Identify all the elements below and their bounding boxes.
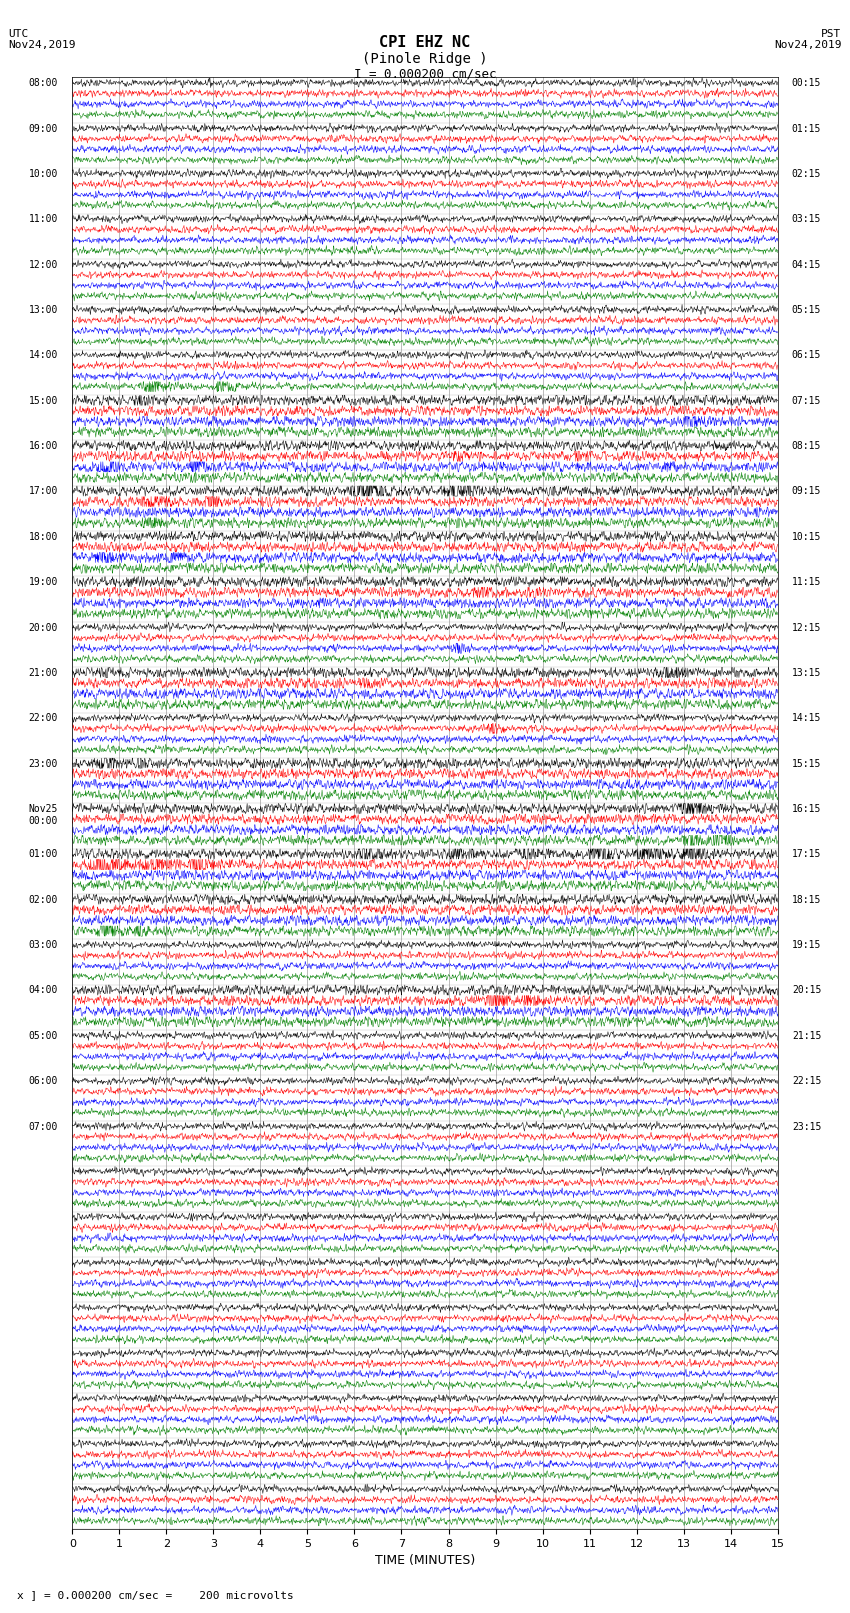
Text: 16:00: 16:00: [29, 440, 58, 452]
Text: 12:00: 12:00: [29, 260, 58, 269]
Text: 22:15: 22:15: [792, 1076, 821, 1086]
Text: Nov24,2019: Nov24,2019: [8, 40, 76, 50]
Text: Nov25
00:00: Nov25 00:00: [29, 803, 58, 826]
Text: 11:15: 11:15: [792, 577, 821, 587]
Text: (Pinole Ridge ): (Pinole Ridge ): [362, 52, 488, 66]
Text: 07:00: 07:00: [29, 1121, 58, 1132]
Text: 06:00: 06:00: [29, 1076, 58, 1086]
Text: 05:15: 05:15: [792, 305, 821, 315]
Text: 18:15: 18:15: [792, 895, 821, 905]
Text: 22:00: 22:00: [29, 713, 58, 723]
Text: Nov24,2019: Nov24,2019: [774, 40, 842, 50]
Text: I = 0.000200 cm/sec: I = 0.000200 cm/sec: [354, 68, 496, 81]
Text: 05:00: 05:00: [29, 1031, 58, 1040]
Text: 03:00: 03:00: [29, 940, 58, 950]
Text: 02:00: 02:00: [29, 895, 58, 905]
Text: 13:00: 13:00: [29, 305, 58, 315]
Text: 12:15: 12:15: [792, 623, 821, 632]
Text: 14:15: 14:15: [792, 713, 821, 723]
Text: 11:00: 11:00: [29, 215, 58, 224]
Text: 09:15: 09:15: [792, 487, 821, 497]
Text: 02:15: 02:15: [792, 169, 821, 179]
Text: 20:00: 20:00: [29, 623, 58, 632]
Text: 03:15: 03:15: [792, 215, 821, 224]
Text: 00:15: 00:15: [792, 77, 821, 89]
Text: 15:00: 15:00: [29, 395, 58, 406]
Text: 21:15: 21:15: [792, 1031, 821, 1040]
Text: 13:15: 13:15: [792, 668, 821, 677]
Text: 08:15: 08:15: [792, 440, 821, 452]
Text: 17:15: 17:15: [792, 850, 821, 860]
Text: 06:15: 06:15: [792, 350, 821, 360]
Text: 19:00: 19:00: [29, 577, 58, 587]
Text: 01:00: 01:00: [29, 850, 58, 860]
Text: 08:00: 08:00: [29, 77, 58, 89]
Text: 19:15: 19:15: [792, 940, 821, 950]
Text: 23:15: 23:15: [792, 1121, 821, 1132]
Text: 10:00: 10:00: [29, 169, 58, 179]
Text: 04:00: 04:00: [29, 986, 58, 995]
Text: 18:00: 18:00: [29, 532, 58, 542]
Text: CPI EHZ NC: CPI EHZ NC: [379, 35, 471, 50]
Text: PST: PST: [821, 29, 842, 39]
Text: 15:15: 15:15: [792, 758, 821, 769]
Text: x ] = 0.000200 cm/sec =    200 microvolts: x ] = 0.000200 cm/sec = 200 microvolts: [17, 1590, 294, 1600]
Text: 04:15: 04:15: [792, 260, 821, 269]
Text: 21:00: 21:00: [29, 668, 58, 677]
Text: 20:15: 20:15: [792, 986, 821, 995]
Text: 23:00: 23:00: [29, 758, 58, 769]
Text: 16:15: 16:15: [792, 803, 821, 815]
Text: 10:15: 10:15: [792, 532, 821, 542]
Text: 17:00: 17:00: [29, 487, 58, 497]
Text: 14:00: 14:00: [29, 350, 58, 360]
Text: 01:15: 01:15: [792, 124, 821, 134]
Text: UTC: UTC: [8, 29, 29, 39]
X-axis label: TIME (MINUTES): TIME (MINUTES): [375, 1555, 475, 1568]
Text: 07:15: 07:15: [792, 395, 821, 406]
Text: 09:00: 09:00: [29, 124, 58, 134]
